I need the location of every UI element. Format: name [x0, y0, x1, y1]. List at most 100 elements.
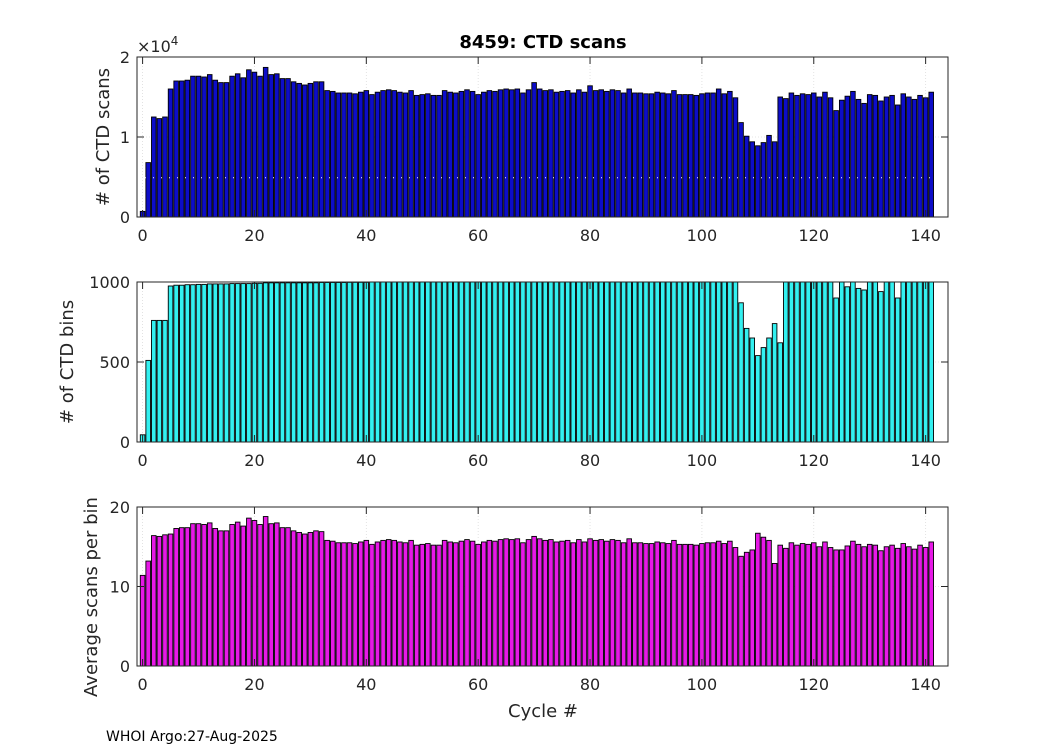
scans-bar [738, 122, 744, 218]
bins-bar [246, 283, 252, 443]
ratio-x-tick-label: 80 [580, 675, 600, 694]
ratio-bar [632, 542, 638, 667]
bins-bar [710, 281, 716, 443]
ratio-bar [844, 545, 851, 667]
ratio-x-tick-label: 0 [137, 675, 147, 694]
scans-bar [391, 90, 398, 218]
ratio-bar [626, 538, 632, 667]
scans-bar [928, 91, 934, 218]
scans-bar [162, 116, 168, 218]
scans-y-tick-label: 0 [120, 208, 130, 227]
scans-exponent-label: ×104 [137, 34, 178, 56]
scans-x-tick-label: 40 [356, 226, 376, 245]
scans-bar [173, 80, 179, 218]
scans-bar [822, 91, 828, 218]
bins-bar [783, 281, 789, 443]
scans-bar [240, 77, 247, 218]
ratio-bar [665, 543, 672, 667]
bins-bar [788, 281, 795, 443]
ratio-bar [341, 542, 347, 667]
ratio-bar [548, 539, 554, 667]
bins-x-tick-label: 60 [468, 451, 488, 470]
bins-x-tick-label: 0 [137, 451, 147, 470]
scans-bar [257, 75, 263, 218]
scans-bar [296, 82, 302, 218]
bins-bar [799, 281, 806, 443]
scans-x-tick-label: 60 [468, 226, 488, 245]
scans-bar [486, 90, 493, 218]
scans-bar [816, 96, 823, 218]
ratio-bar [156, 535, 163, 667]
ratio-bar [838, 549, 845, 667]
scans-bar [598, 89, 604, 218]
bins-bar [223, 283, 230, 443]
bins-bar [559, 281, 565, 443]
scans-bar [548, 89, 554, 218]
scans-bar [475, 94, 481, 218]
bins-bar [816, 281, 823, 443]
scans-bar [553, 91, 560, 218]
scans-bar [760, 142, 767, 218]
bins-bar [486, 281, 493, 443]
scans-bar [632, 92, 638, 218]
bins-x-tick-label: 80 [580, 451, 600, 470]
bins-bar [732, 281, 739, 443]
ratio-bar [788, 542, 795, 667]
scans-bar [352, 93, 358, 218]
scans-bar [542, 90, 549, 218]
ratio-bar [262, 516, 269, 667]
bins-bar [727, 281, 733, 443]
bins-bar [402, 281, 409, 443]
ratio-bar [285, 527, 291, 667]
ratio-bar [643, 543, 649, 667]
bins-bar [682, 281, 688, 443]
scans-bar [324, 90, 330, 218]
bins-bar [324, 282, 330, 443]
ratio-bar [855, 543, 862, 667]
scans-bar [363, 90, 370, 218]
bins-bar [212, 283, 219, 443]
ratio-bar [777, 544, 783, 667]
scans-bar [749, 141, 755, 218]
scans-bar [620, 92, 627, 218]
bins-bar [531, 281, 537, 443]
ratio-bar [453, 542, 459, 667]
ratio-bar [145, 560, 151, 667]
bins-bar [151, 319, 157, 443]
scans-bar [715, 88, 722, 218]
bins-bar [173, 284, 179, 443]
ratio-bar [799, 543, 806, 667]
ratio-bar [609, 539, 616, 667]
bins-bar [743, 327, 750, 443]
ratio-bar [704, 542, 711, 667]
bins-bar [604, 281, 610, 443]
ratio-bar [637, 542, 644, 667]
scans-bar [268, 74, 274, 218]
bins-bar [313, 282, 319, 443]
ratio-bar [654, 541, 660, 667]
bins-bar [665, 281, 672, 443]
scans-bar [167, 88, 174, 218]
scans-bar [151, 116, 157, 218]
bins-bar [330, 282, 336, 443]
ratio-bar [503, 538, 509, 667]
ratio-bar [721, 543, 728, 667]
ratio-bar [827, 547, 834, 667]
bins-bar [335, 282, 342, 443]
bins-bar [553, 281, 560, 443]
scans-bar [878, 100, 884, 218]
ratio-bar [469, 540, 476, 667]
ratio-bar [671, 539, 677, 667]
scans-bar [341, 92, 347, 218]
scans-bar [195, 75, 202, 218]
ratio-bar [771, 562, 778, 667]
bins-bar [318, 282, 325, 443]
bins-bar [178, 284, 185, 443]
ratio-x-tick-label: 100 [687, 675, 718, 694]
scans-panel: 0 20 40 60 80 100 120 140 0 1 2 [120, 48, 949, 245]
ratio-bar [397, 541, 403, 667]
ratio-bar [805, 543, 811, 667]
ratio-bar [173, 528, 179, 667]
bins-bar [374, 281, 381, 443]
bins-bar [201, 283, 207, 443]
